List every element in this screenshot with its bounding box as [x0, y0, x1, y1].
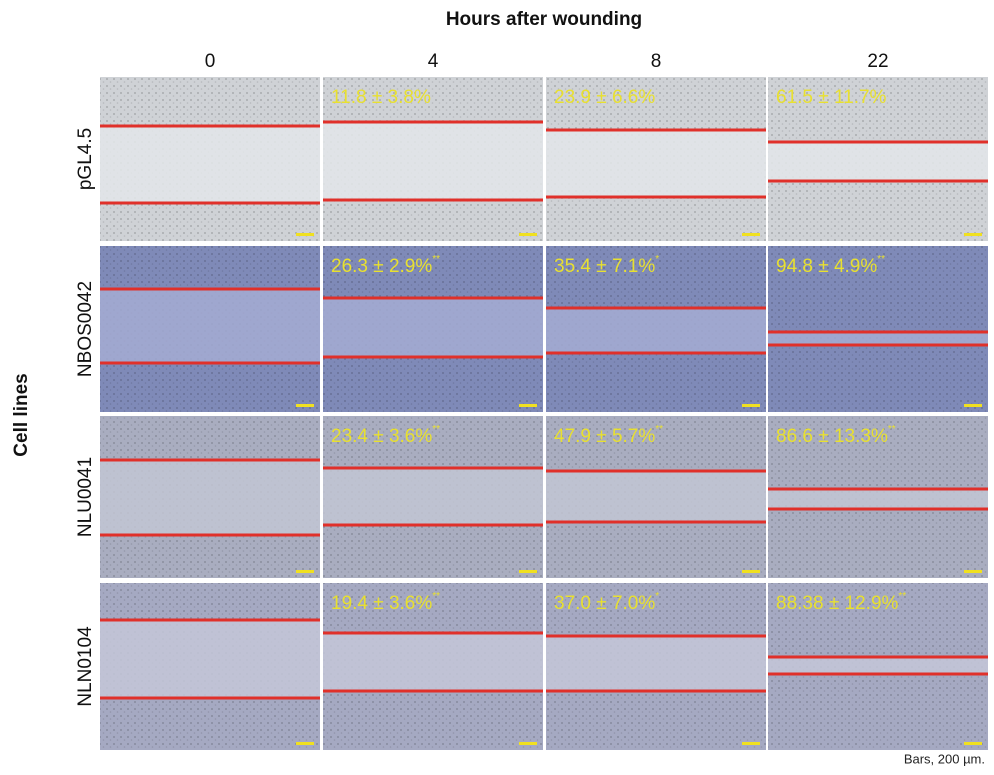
wound-area — [546, 636, 766, 691]
figure: Hours after wounding Cell lines Bars, 20… — [0, 0, 994, 770]
page: {"figure": { "title": "Hours after wound… — [0, 0, 994, 775]
closure-text: 19.4 ± 3.6% — [331, 593, 432, 614]
scale-bar — [296, 570, 314, 573]
scale-bar — [296, 742, 314, 745]
closure-value: 47.9 ± 5.7%** — [554, 424, 663, 447]
scale-bar — [964, 233, 982, 236]
closure-value: 61.5 ± 11.7% — [776, 87, 887, 108]
closure-value: 35.4 ± 7.1%* — [554, 254, 659, 277]
scale-bar — [296, 233, 314, 236]
wound-area — [546, 308, 766, 353]
significance: ** — [432, 254, 440, 265]
scale-bar — [519, 570, 537, 573]
significance: * — [655, 254, 659, 265]
closure-value: 19.4 ± 3.6%** — [331, 591, 440, 614]
significance: ** — [888, 424, 896, 435]
wound-area — [768, 489, 988, 509]
wound-area — [323, 468, 543, 525]
scale-bar — [742, 742, 760, 745]
closure-text: 94.8 ± 4.9% — [776, 256, 877, 277]
scale-bar — [519, 742, 537, 745]
figure-title: Hours after wounding — [446, 9, 642, 30]
closure-text: 23.9 ± 6.6% — [554, 87, 655, 108]
column-label: 22 — [867, 51, 888, 72]
scale-bar — [964, 570, 982, 573]
scale-bar — [964, 404, 982, 407]
wound-area — [546, 130, 766, 197]
significance: ** — [655, 424, 663, 435]
closure-value: 94.8 ± 4.9%** — [776, 254, 885, 277]
wound-area — [323, 298, 543, 357]
closure-text: 35.4 ± 7.1% — [554, 256, 655, 277]
closure-text: 11.8 ± 3.8% — [331, 87, 431, 108]
closure-value: 26.3 ± 2.9%** — [331, 254, 440, 277]
wound-area — [100, 126, 320, 203]
scale-bar — [742, 233, 760, 236]
closure-text: 61.5 ± 11.7% — [776, 87, 887, 108]
row-axis-label: Cell lines — [11, 373, 32, 456]
significance: * — [655, 591, 659, 602]
closure-value: 11.8 ± 3.8% — [331, 87, 431, 108]
scale-bar — [742, 570, 760, 573]
closure-value: 88.38 ± 12.9%** — [776, 591, 906, 614]
closure-text: 47.9 ± 5.7% — [554, 426, 655, 447]
closure-text: 23.4 ± 3.6% — [331, 426, 432, 447]
significance: ** — [432, 591, 440, 602]
footnote: Bars, 200 µm. — [904, 751, 985, 766]
scale-bar — [519, 233, 537, 236]
significance: ** — [432, 424, 440, 435]
row-label: NBOS0042 — [75, 281, 96, 377]
wound-area — [546, 471, 766, 522]
scale-bar — [964, 742, 982, 745]
scale-bar — [519, 404, 537, 407]
closure-value: 23.9 ± 6.6% — [554, 87, 655, 108]
closure-value: 23.4 ± 3.6%** — [331, 424, 440, 447]
closure-value: 86.6 ± 13.3%** — [776, 424, 896, 447]
significance: ** — [877, 254, 885, 265]
wound-area — [768, 657, 988, 674]
scale-bar — [296, 404, 314, 407]
wound-area — [768, 332, 988, 345]
closure-text: 26.3 ± 2.9% — [331, 256, 432, 277]
row-label: NLU0041 — [75, 457, 96, 537]
row-label: pGL4.5 — [75, 128, 96, 190]
closure-text: 86.6 ± 13.3% — [776, 426, 888, 447]
wound-area — [323, 633, 543, 691]
significance: ** — [898, 591, 906, 602]
wound-area — [323, 122, 543, 200]
wound-area — [100, 620, 320, 698]
column-label: 4 — [428, 51, 439, 72]
wound-area — [100, 460, 320, 535]
row-label: NLN0104 — [75, 626, 96, 707]
wound-area — [768, 142, 988, 181]
wound-area — [100, 289, 320, 363]
closure-text: 37.0 ± 7.0% — [554, 593, 655, 614]
closure-value: 37.0 ± 7.0%* — [554, 591, 659, 614]
column-label: 8 — [651, 51, 662, 72]
scale-bar — [742, 404, 760, 407]
column-label: 0 — [205, 51, 216, 72]
closure-text: 88.38 ± 12.9% — [776, 593, 899, 614]
